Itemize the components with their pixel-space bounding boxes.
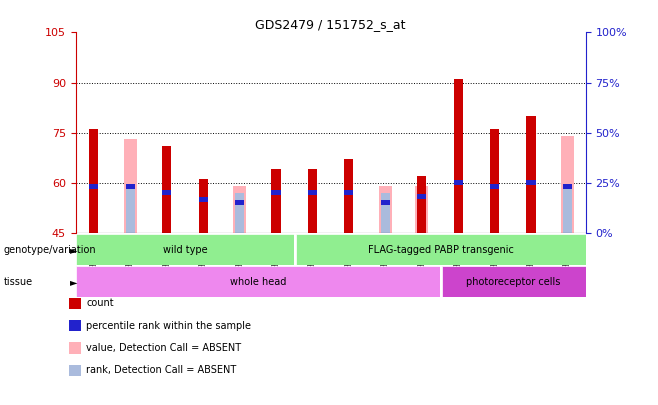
Bar	[453, 79, 463, 233]
Bar	[344, 190, 353, 195]
Bar	[199, 179, 208, 233]
Bar	[563, 190, 572, 233]
Bar	[417, 194, 426, 198]
Bar	[199, 197, 208, 202]
Text: FLAG-tagged PABP transgenic: FLAG-tagged PABP transgenic	[368, 245, 514, 255]
Bar	[235, 200, 244, 205]
Text: photoreceptor cells: photoreceptor cells	[467, 277, 561, 287]
Bar	[526, 180, 536, 185]
Bar	[561, 136, 574, 233]
Text: value, Detection Call = ABSENT: value, Detection Call = ABSENT	[86, 343, 241, 353]
Bar	[124, 139, 137, 233]
Text: count: count	[86, 298, 114, 308]
Bar	[417, 176, 426, 233]
Bar	[490, 183, 499, 189]
Bar	[415, 186, 428, 233]
Bar	[89, 129, 99, 233]
Title: GDS2479 / 151752_s_at: GDS2479 / 151752_s_at	[255, 18, 406, 31]
Bar	[162, 146, 171, 233]
Text: ►: ►	[70, 277, 78, 287]
Text: whole head: whole head	[230, 277, 286, 287]
Bar	[272, 190, 280, 195]
Bar	[379, 186, 392, 233]
Bar	[126, 183, 135, 189]
Bar	[453, 180, 463, 185]
Text: rank, Detection Call = ABSENT: rank, Detection Call = ABSENT	[86, 365, 236, 375]
Bar	[235, 193, 244, 233]
Text: genotype/variation: genotype/variation	[3, 245, 96, 255]
Text: wild type: wild type	[163, 245, 207, 255]
Bar	[272, 169, 280, 233]
Text: ►: ►	[70, 245, 78, 255]
Bar	[162, 190, 171, 195]
Bar	[381, 200, 390, 205]
Bar	[381, 193, 390, 233]
Text: percentile rank within the sample: percentile rank within the sample	[86, 321, 251, 330]
Bar	[563, 183, 572, 189]
Bar	[89, 183, 99, 189]
Bar	[308, 169, 317, 233]
Text: tissue: tissue	[3, 277, 32, 287]
Bar	[490, 129, 499, 233]
Bar	[417, 200, 426, 233]
Bar	[233, 186, 246, 233]
Bar	[308, 190, 317, 195]
Bar	[126, 190, 135, 233]
Bar	[344, 160, 353, 233]
Bar	[526, 116, 536, 233]
